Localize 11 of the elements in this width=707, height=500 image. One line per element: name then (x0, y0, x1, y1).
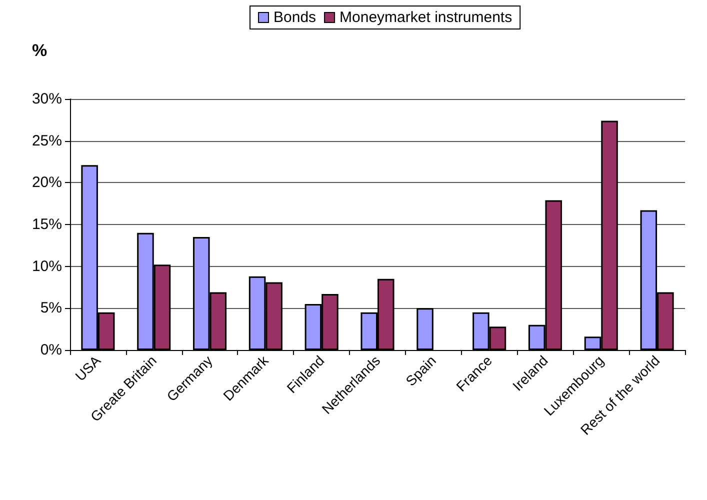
x-tick-label: USA (72, 352, 104, 384)
legend-label: Bonds (274, 9, 316, 26)
y-tick-label: 15% (32, 216, 62, 233)
y-tick-label: 10% (32, 258, 62, 275)
legend-label: Moneymarket instruments (340, 9, 512, 26)
y-axis-title: % (32, 41, 48, 60)
y-tick-label: 0% (40, 342, 62, 358)
y-tick-label: 20% (32, 174, 62, 192)
y-tick-label: 25% (32, 132, 62, 150)
y-tick-label: 5% (40, 300, 62, 317)
y-tick-label: 30% (32, 90, 62, 108)
